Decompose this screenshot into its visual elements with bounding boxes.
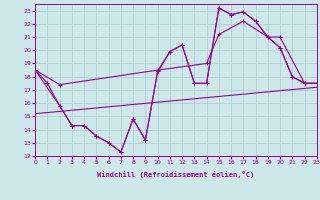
X-axis label: Windchill (Refroidissement éolien,°C): Windchill (Refroidissement éolien,°C) [97,171,255,178]
